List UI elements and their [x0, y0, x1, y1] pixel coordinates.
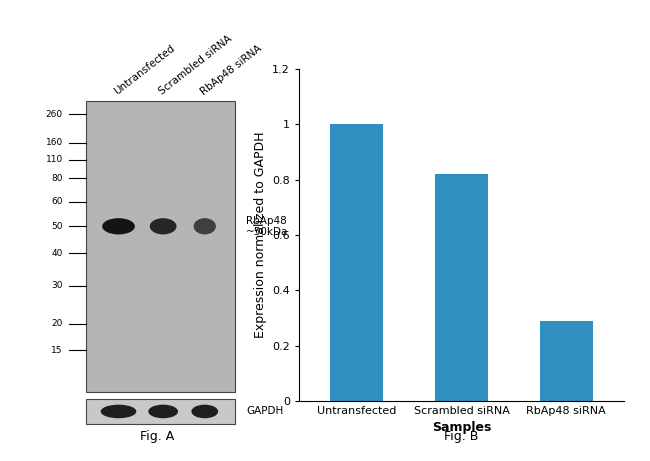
Text: RbAp48 siRNA: RbAp48 siRNA — [199, 43, 263, 97]
Text: Untransfected: Untransfected — [112, 43, 177, 97]
Text: 20: 20 — [51, 319, 63, 328]
Text: 260: 260 — [46, 110, 63, 119]
Text: 50: 50 — [51, 222, 63, 231]
Bar — [436, 174, 488, 401]
Text: Scrambled siRNA: Scrambled siRNA — [157, 34, 234, 97]
Bar — [540, 321, 593, 401]
Ellipse shape — [150, 218, 177, 235]
Text: 110: 110 — [46, 155, 63, 164]
Bar — [330, 124, 383, 401]
Y-axis label: Expression normalized to GAPDH: Expression normalized to GAPDH — [254, 132, 266, 338]
Ellipse shape — [102, 218, 135, 235]
Text: 30: 30 — [51, 281, 63, 290]
Ellipse shape — [148, 405, 178, 418]
Text: GAPDH: GAPDH — [246, 407, 283, 416]
Text: 80: 80 — [51, 174, 63, 183]
Ellipse shape — [194, 218, 216, 235]
Text: Fig. A: Fig. A — [140, 430, 174, 443]
Ellipse shape — [101, 405, 136, 418]
Text: 40: 40 — [51, 248, 63, 258]
Ellipse shape — [191, 405, 218, 418]
Text: 60: 60 — [51, 197, 63, 206]
Text: RbAp48
~50kDa: RbAp48 ~50kDa — [246, 215, 289, 237]
X-axis label: Samples: Samples — [432, 421, 491, 434]
Bar — [86, 101, 235, 392]
Text: Fig. B: Fig. B — [445, 430, 478, 443]
Text: 160: 160 — [46, 138, 63, 147]
Bar — [86, 399, 235, 424]
Text: 15: 15 — [51, 346, 63, 355]
